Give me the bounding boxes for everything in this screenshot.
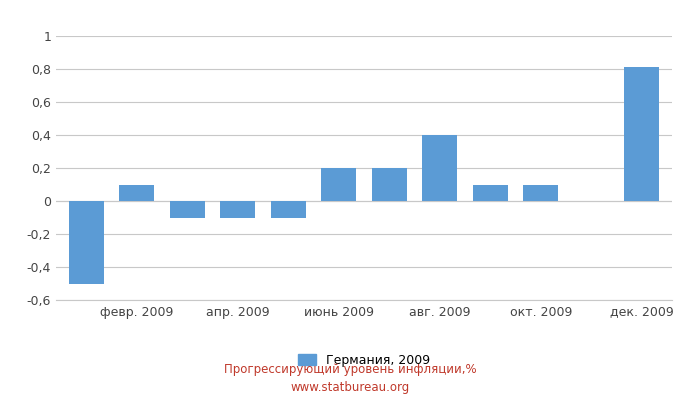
Bar <box>372 168 407 201</box>
Bar <box>473 184 508 201</box>
Text: Прогрессирующий уровень инфляции,%: Прогрессирующий уровень инфляции,% <box>224 364 476 376</box>
Bar <box>220 201 256 218</box>
Bar <box>69 201 104 284</box>
Legend: Германия, 2009: Германия, 2009 <box>298 354 430 367</box>
Bar <box>523 184 559 201</box>
Bar <box>321 168 356 201</box>
Bar <box>624 67 659 201</box>
Bar <box>119 184 155 201</box>
Bar <box>271 201 306 218</box>
Bar <box>169 201 205 218</box>
Bar <box>422 135 457 201</box>
Text: www.statbureau.org: www.statbureau.org <box>290 382 410 394</box>
